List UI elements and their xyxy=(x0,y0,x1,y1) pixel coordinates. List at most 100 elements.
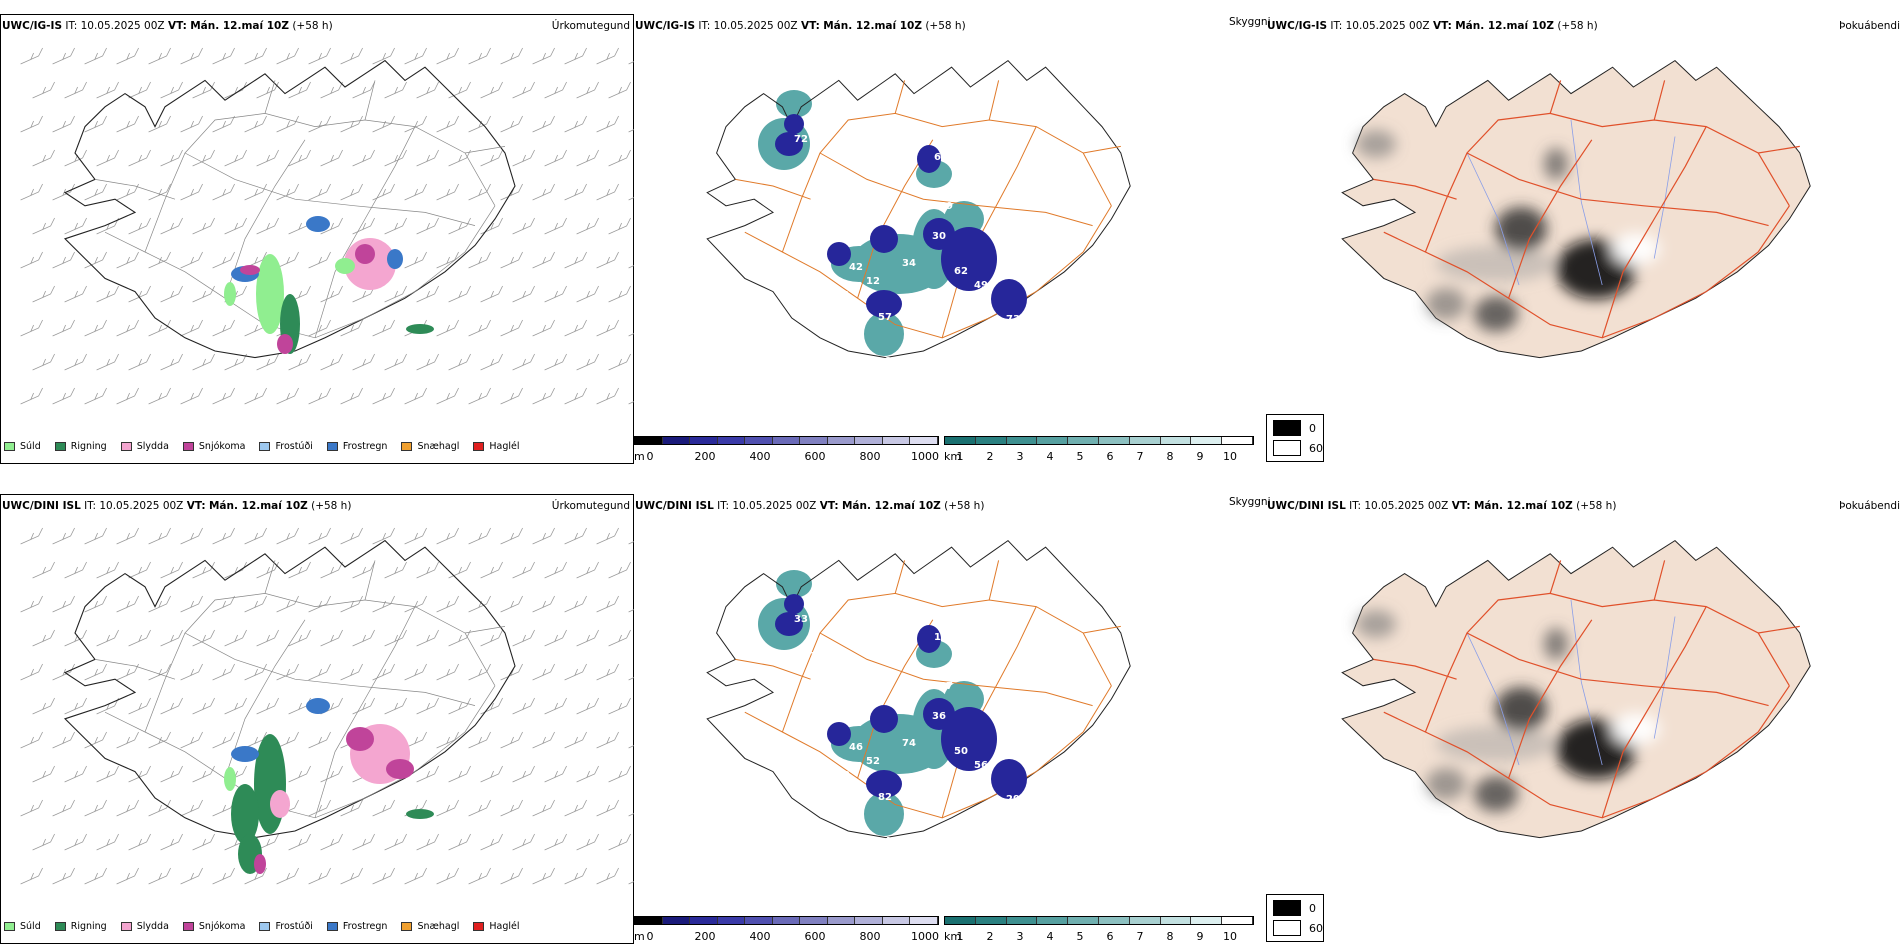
wind-barb xyxy=(64,833,87,851)
model-name: UWC/DINI ISL xyxy=(1267,500,1346,512)
colorbar-unit: km xyxy=(944,450,962,463)
wind-barb xyxy=(212,867,235,885)
init-time: IT: 10.05.2025 00Z xyxy=(1330,20,1430,32)
road-line xyxy=(264,560,276,594)
wind-barb xyxy=(404,387,427,405)
cloudbase-label: 56 xyxy=(974,760,988,771)
wind-barb xyxy=(192,353,215,371)
wind-barb xyxy=(96,833,119,851)
wind-barb xyxy=(212,183,235,201)
colorbar-cell xyxy=(772,437,801,444)
wind-barb xyxy=(340,867,363,885)
road-line xyxy=(1383,685,1790,819)
wind-barb xyxy=(352,629,375,647)
wind-barb xyxy=(192,629,215,647)
colorbar-cell xyxy=(800,917,828,924)
roads xyxy=(94,560,506,819)
wind-barb xyxy=(32,285,55,303)
wind-barb xyxy=(116,595,139,613)
colorbar-cell xyxy=(745,437,773,444)
cloudbase-colorbar: m 0 200 400 600 800 1000 xyxy=(634,916,939,946)
wind-barb xyxy=(20,115,43,133)
model-name: UWC/DINI ISL xyxy=(635,500,714,512)
road-line xyxy=(1424,592,1790,733)
wind-barb xyxy=(276,251,299,269)
wind-barb xyxy=(96,629,119,647)
colorbar-cell xyxy=(882,437,911,444)
wind-barb xyxy=(532,595,555,613)
wind-barb xyxy=(308,663,331,681)
colorbar-cell xyxy=(662,437,691,444)
wind-barb xyxy=(500,799,523,817)
wind-barb xyxy=(52,115,75,133)
wind-barb xyxy=(320,285,343,303)
wind-barb xyxy=(84,799,107,817)
wind-barb xyxy=(352,81,375,99)
legend-swatch xyxy=(120,442,132,451)
wind-barb xyxy=(576,285,599,303)
legend-swatch xyxy=(473,922,485,931)
wind-barb xyxy=(64,353,87,371)
precip-area xyxy=(224,282,236,306)
precip-area xyxy=(256,254,284,334)
colorbar-cell xyxy=(1160,437,1192,444)
wind-barb xyxy=(608,833,631,851)
cloudbase-label: 62 xyxy=(884,378,898,389)
wind-barb xyxy=(148,527,171,545)
colorbar-tick: 600 xyxy=(804,450,826,463)
colorbar-cell xyxy=(975,437,1007,444)
wind-barb xyxy=(544,217,567,235)
wind-barb xyxy=(500,251,523,269)
wind-barb xyxy=(436,183,459,201)
wind-barb xyxy=(128,765,151,783)
precip-area xyxy=(231,784,259,844)
wind-barb xyxy=(288,833,311,851)
fog-area xyxy=(1544,628,1568,660)
wind-barb xyxy=(160,833,183,851)
precip-panel-1: UWC/IG-IS IT: 10.05.2025 00Z VT: Mán. 12… xyxy=(0,14,634,464)
colorbar-tick: 0 xyxy=(646,450,654,463)
wind-barb xyxy=(372,183,395,201)
colorbar-cell xyxy=(855,437,883,444)
wind-barb xyxy=(532,663,555,681)
legend-swatch xyxy=(259,442,271,451)
wind-barb xyxy=(308,387,331,405)
wind-barb xyxy=(116,319,139,337)
wind-barb xyxy=(224,81,247,99)
wind-barb xyxy=(308,115,331,133)
wind-barb xyxy=(564,47,587,65)
wind-barb xyxy=(512,833,535,851)
wind-barb xyxy=(128,697,151,715)
wind-barb xyxy=(308,595,331,613)
cloudbase-label: 54 xyxy=(916,872,930,883)
wind-barb xyxy=(148,115,171,133)
wind-barb xyxy=(384,149,407,167)
wind-barb xyxy=(500,595,523,613)
wind-barb xyxy=(84,867,107,885)
visibility-area xyxy=(776,570,812,598)
wind-barb xyxy=(192,833,215,851)
wind-barb xyxy=(608,697,631,715)
wind-barb xyxy=(512,765,535,783)
wind-barb xyxy=(64,285,87,303)
wind-barb xyxy=(148,251,171,269)
wind-barb xyxy=(84,527,107,545)
fog-legend-label: 60 xyxy=(1309,921,1323,935)
road-line xyxy=(819,632,1093,707)
wind-barb xyxy=(148,319,171,337)
legend-label: Frostúði xyxy=(275,441,313,452)
road-line xyxy=(1373,178,1457,200)
wind-barb xyxy=(84,251,107,269)
wind-barb xyxy=(212,387,235,405)
wind-barb xyxy=(224,353,247,371)
visibility-area xyxy=(776,90,812,118)
wind-barb xyxy=(384,217,407,235)
product-name: Úrkomutegund xyxy=(551,500,630,512)
wind-barb xyxy=(160,217,183,235)
cloudbase-area xyxy=(866,290,902,318)
legend-swatch xyxy=(182,442,194,451)
colorbar-tick: 10 xyxy=(1223,930,1237,943)
wind-barb xyxy=(480,285,503,303)
lead-time: (+58 h) xyxy=(292,20,333,32)
wind-barb xyxy=(512,629,535,647)
